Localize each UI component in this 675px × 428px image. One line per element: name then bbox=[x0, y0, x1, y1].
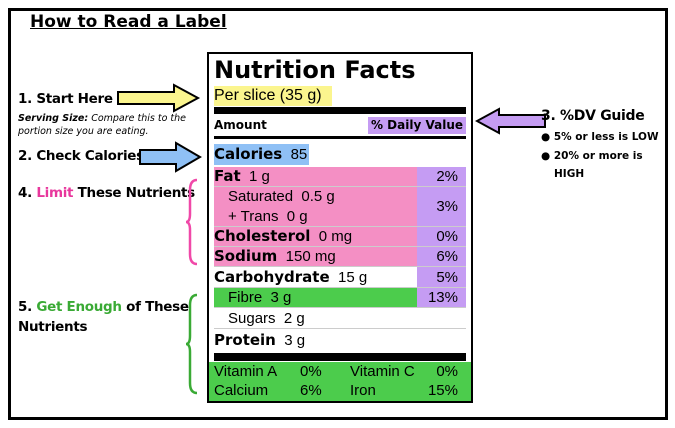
saturated-row: Saturated 0.5 g 3% bbox=[214, 187, 466, 215]
dv-guide-item: ● 5% or less is LOW bbox=[541, 131, 659, 143]
nutrient-name: Fat bbox=[214, 167, 241, 185]
serving-size-note: Serving Size: Compare this to the portio… bbox=[18, 112, 193, 138]
nutrition-label: Nutrition Facts Per slice (35 g) Amount%… bbox=[207, 52, 473, 403]
vitamin-name: Calcium bbox=[214, 382, 269, 399]
nutrient-name: Saturated bbox=[228, 188, 294, 205]
nutrient-name: Sodium bbox=[214, 247, 278, 265]
limit-area bbox=[214, 167, 417, 267]
calories-value: 85 bbox=[290, 146, 308, 163]
dv-guide-item: ● 20% or more is HIGH bbox=[541, 150, 643, 180]
nutrient-pct: 3% bbox=[436, 198, 458, 215]
step-start-here: 1. Start Here bbox=[18, 91, 113, 107]
amount-row: Amount % Daily Value bbox=[214, 116, 466, 135]
nutrient-value: 0.5 g bbox=[301, 188, 335, 205]
limit-highlight: Limit bbox=[36, 185, 74, 201]
pink-brace-icon bbox=[185, 178, 198, 266]
rule bbox=[214, 136, 466, 139]
nutrient-pct: 0% bbox=[436, 228, 458, 245]
vitamin-name: Iron bbox=[350, 382, 376, 399]
nutrient-name: + Trans bbox=[228, 208, 279, 225]
dv-guide-list: ● 5% or less is LOW ● 20% or more is HIG… bbox=[541, 128, 666, 183]
vitamin-pct: 6% bbox=[300, 382, 322, 399]
enough-num: 5. bbox=[18, 299, 37, 315]
limit-rest: These Nutrients bbox=[73, 185, 196, 201]
calories-label: Calories bbox=[214, 145, 283, 163]
step-limit: 4. Limit These Nutrients bbox=[18, 185, 195, 201]
protein-row: Protein 3 g bbox=[214, 331, 466, 350]
sugars-row: Sugars 2 g bbox=[214, 309, 466, 329]
vitamins-area bbox=[209, 362, 471, 401]
vitamin-pct: 0% bbox=[300, 363, 322, 380]
nutrient-value: 150 mg bbox=[285, 248, 336, 265]
serving-size: Per slice (35 g) bbox=[214, 86, 332, 106]
fibre-highlight bbox=[214, 288, 417, 308]
nutrient-value: 0 g bbox=[286, 208, 308, 225]
thick-rule bbox=[214, 107, 466, 114]
outer-frame bbox=[8, 8, 668, 420]
nutrient-pct: 2% bbox=[436, 168, 458, 185]
nutrient-value: 3 g bbox=[284, 332, 306, 349]
purple-arrow-icon bbox=[475, 107, 546, 135]
step-get-enough: 5. Get Enough of These bbox=[18, 299, 189, 315]
nutrient-name: Cholesterol bbox=[214, 227, 311, 245]
limit-num: 4. bbox=[18, 185, 37, 201]
thick-rule bbox=[214, 353, 466, 361]
daily-value-header: % Daily Value bbox=[367, 117, 466, 134]
dv-column bbox=[417, 167, 466, 308]
nutrient-value: 3 g bbox=[270, 289, 292, 306]
nutrient-value: 15 g bbox=[337, 269, 368, 286]
nutrient-pct: 13% bbox=[427, 289, 458, 306]
page-title: How to Read a Label bbox=[30, 12, 227, 32]
dv-bullet-text: 5% or less is LOW bbox=[553, 131, 659, 143]
note-text: Compare this to the portion size you are… bbox=[18, 113, 187, 137]
step-check-calories: 2. Check Calories bbox=[18, 148, 144, 164]
enough-rest: of These bbox=[121, 299, 189, 315]
fat-row: Fat 1 g 2% bbox=[214, 167, 466, 187]
step-dv-guide: 3. %DV Guide bbox=[541, 108, 645, 124]
nutrient-name: Fibre bbox=[228, 289, 263, 306]
note-bold: Serving Size: bbox=[18, 113, 89, 124]
vitamin-name: Vitamin A bbox=[214, 363, 278, 380]
trans-row: + Trans 0 g bbox=[214, 207, 466, 227]
label-heading: Nutrition Facts bbox=[214, 56, 416, 84]
vitamin-pct: 15% bbox=[427, 382, 458, 399]
vitamin-name: Vitamin C bbox=[350, 363, 415, 380]
vitamin-pct: 0% bbox=[436, 363, 458, 380]
yellow-arrow-icon bbox=[117, 83, 201, 113]
step-get-enough-line2: Nutrients bbox=[18, 319, 88, 335]
carbohydrate-row: Carbohydrate 15 g 5% bbox=[214, 268, 466, 288]
calories-row: Calories 85 bbox=[214, 144, 310, 165]
nutrient-value: 1 g bbox=[249, 168, 270, 185]
nutrient-pct: 6% bbox=[436, 248, 458, 265]
sodium-row: Sodium 150 mg 6% bbox=[214, 247, 466, 267]
blue-arrow-icon bbox=[139, 141, 202, 173]
nutrient-value: 0 mg bbox=[318, 228, 353, 245]
nutrient-value: 2 g bbox=[283, 310, 305, 327]
cholesterol-row: Cholesterol 0 mg 0% bbox=[214, 227, 466, 247]
nutrient-name: Protein bbox=[214, 331, 276, 349]
green-brace-icon bbox=[185, 293, 198, 395]
fibre-row: Fibre 3 g 13% bbox=[214, 288, 466, 308]
amount-header: Amount bbox=[214, 118, 267, 132]
dv-bullet-text: 20% or more is HIGH bbox=[553, 150, 643, 180]
nutrient-name: Carbohydrate bbox=[214, 268, 330, 286]
nutrient-pct: 5% bbox=[436, 269, 458, 286]
nutrient-name: Sugars bbox=[228, 310, 276, 327]
enough-highlight: Get Enough bbox=[36, 299, 122, 315]
